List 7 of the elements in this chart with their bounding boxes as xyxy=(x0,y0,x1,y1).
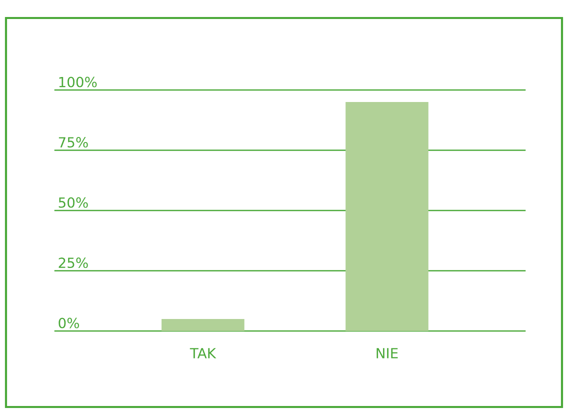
y-tick-label: 100% xyxy=(59,76,97,88)
y-tick-label: 50% xyxy=(58,197,88,208)
y-tick-label: 25% xyxy=(58,258,88,268)
x-tick-label: NIE xyxy=(376,348,398,358)
y-tick-label: 0% xyxy=(58,318,80,328)
y-tick-label: 75% xyxy=(58,137,88,148)
x-tick-label: TAK xyxy=(190,348,216,358)
